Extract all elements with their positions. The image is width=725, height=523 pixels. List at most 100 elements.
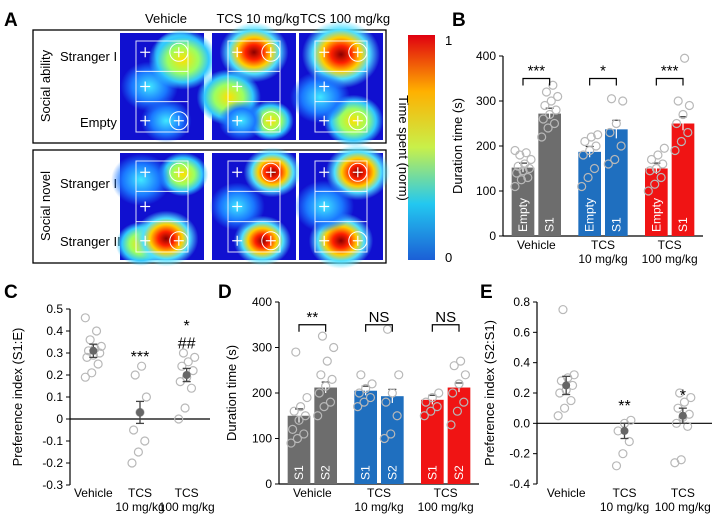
y-tick-label: 200 [252, 386, 272, 400]
bar-label: Empty [649, 198, 663, 232]
mean-point [620, 426, 629, 435]
data-point [626, 415, 636, 425]
significance-bracket [522, 77, 551, 86]
group-label: TCS 100 mg/kg [642, 238, 698, 266]
data-point [188, 366, 198, 376]
chart-duration-social-novelty: 0 100 200 300 400 Duration time (s) Vehicle TCS… [224, 295, 479, 514]
data-point [678, 109, 688, 120]
significance-bracket [431, 324, 460, 332]
data-point [593, 130, 603, 140]
y-tick-label: 0.2 [46, 368, 63, 382]
data-point [679, 53, 690, 63]
panel-letter-a: A [4, 10, 18, 31]
data-point [683, 127, 693, 138]
data-point [543, 123, 553, 133]
bar [381, 396, 404, 484]
data-point [521, 148, 531, 158]
data-point [434, 388, 444, 398]
significance-label: *** [661, 63, 679, 80]
group-label: TCS 10 mg/kg [354, 486, 403, 514]
data-point [288, 424, 298, 434]
bar-label: S1 [359, 465, 373, 480]
significance-label: ** [306, 309, 318, 326]
significance-bracket [298, 324, 327, 332]
data-point [392, 411, 402, 421]
data-point [96, 341, 106, 351]
significance-label: NS [435, 309, 456, 326]
bar [314, 387, 337, 484]
heatmap-cell [111, 152, 209, 267]
section-label-ability: Social ability [38, 49, 53, 122]
panel-letter-b: B [452, 10, 466, 31]
bar-label: S1 [609, 217, 623, 232]
data-point [446, 420, 456, 430]
data-point [91, 326, 102, 336]
data-point [460, 370, 470, 380]
group-label: Vehicle [547, 486, 586, 500]
bar-label: S2 [385, 465, 399, 480]
panel-letter-d: D [218, 282, 232, 303]
bar [605, 129, 628, 236]
y-tick-label: 0 [489, 229, 496, 243]
data-point [611, 461, 622, 471]
data-point [653, 150, 663, 160]
data-point [551, 105, 561, 115]
data-point [382, 324, 393, 334]
data-point [292, 433, 302, 444]
mean-point [678, 411, 687, 420]
group-label: TCS 100 mg/kg [159, 486, 215, 514]
data-point [386, 429, 396, 439]
y-axis-label: Preference index (S1:E) [10, 328, 25, 467]
y-tick-label: 0.2 [513, 386, 530, 400]
data-point [177, 361, 187, 371]
col-title-tcs10: TCS 10 mg/kg [216, 11, 299, 26]
data-point [541, 87, 552, 97]
data-point [553, 91, 563, 102]
data-point [580, 136, 590, 147]
data-point [361, 383, 371, 394]
group-label: TCS 10 mg/kg [115, 486, 164, 514]
panel-letter-e: E [480, 282, 493, 303]
significance-bracket [655, 77, 684, 86]
y-tick-label: 300 [476, 94, 496, 108]
heatmap-cell [209, 147, 302, 266]
bar [538, 113, 561, 236]
data-point [513, 161, 523, 171]
col-title-vehicle: Vehicle [145, 11, 187, 26]
data-point [379, 433, 389, 444]
data-point [130, 370, 140, 380]
data-point [676, 455, 686, 465]
significance-bracket [589, 77, 617, 86]
data-point [294, 415, 304, 425]
data-point [140, 436, 150, 446]
data-point [133, 447, 143, 457]
data-point [545, 109, 555, 120]
data-point [589, 163, 600, 174]
data-point [367, 379, 377, 389]
data-point [313, 411, 323, 421]
data-point [586, 132, 596, 142]
significance-label: *** [528, 63, 546, 80]
y-tick-label: 0 [56, 412, 63, 426]
y-tick-label: 400 [476, 49, 496, 63]
mean-point [562, 381, 571, 390]
y-tick-label: -0.2 [42, 456, 63, 470]
significance-label: NS [369, 309, 390, 326]
data-point [605, 127, 615, 138]
data-point [559, 403, 570, 413]
data-point [296, 402, 306, 412]
data-point [174, 414, 184, 424]
data-point [302, 392, 312, 403]
data-point [673, 96, 683, 106]
panel-letter-c: C [4, 282, 18, 303]
colorbar [408, 35, 435, 260]
y-tick-label: -0.1 [42, 434, 63, 448]
data-point [540, 100, 550, 111]
heatmap-cell [120, 29, 218, 143]
bar-label: S1 [292, 465, 306, 480]
data-point [516, 175, 527, 185]
data-point [675, 388, 685, 398]
data-point [456, 356, 466, 366]
data-point [127, 458, 137, 468]
